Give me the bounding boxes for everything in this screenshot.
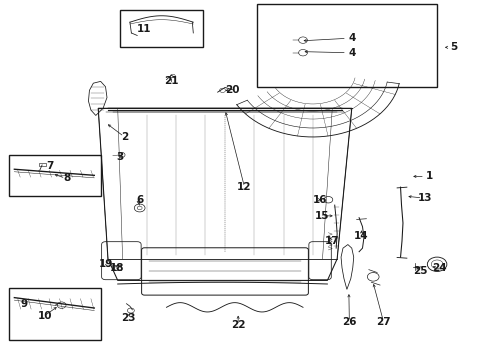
- Text: 5: 5: [449, 42, 457, 52]
- Text: 20: 20: [224, 85, 239, 95]
- Text: 21: 21: [164, 76, 178, 86]
- Text: 16: 16: [312, 195, 326, 205]
- Bar: [39, 163, 45, 166]
- Bar: [120, 10, 203, 47]
- Text: 25: 25: [412, 266, 427, 276]
- Text: 4: 4: [347, 33, 355, 43]
- Text: 26: 26: [342, 317, 356, 327]
- Text: 8: 8: [63, 173, 70, 183]
- Text: 19: 19: [98, 259, 113, 269]
- Text: 10: 10: [37, 311, 52, 321]
- Text: 12: 12: [237, 182, 251, 192]
- Bar: [112, 265, 121, 270]
- Text: 15: 15: [315, 211, 329, 221]
- Bar: [256, 4, 436, 87]
- Text: 6: 6: [136, 195, 143, 205]
- Text: 2: 2: [121, 132, 128, 142]
- Text: 18: 18: [109, 263, 124, 273]
- Text: 9: 9: [20, 299, 28, 309]
- Text: 24: 24: [431, 263, 446, 273]
- Text: 11: 11: [137, 24, 151, 35]
- Text: 27: 27: [375, 317, 390, 327]
- Text: 1: 1: [426, 171, 432, 181]
- Text: 17: 17: [325, 236, 339, 246]
- Text: 4: 4: [347, 48, 355, 58]
- Text: 7: 7: [46, 161, 53, 171]
- Text: 22: 22: [231, 320, 245, 330]
- Text: 13: 13: [417, 193, 431, 203]
- Text: 14: 14: [353, 231, 368, 240]
- Bar: [9, 288, 101, 339]
- Text: 3: 3: [116, 152, 123, 162]
- Text: 23: 23: [121, 313, 136, 323]
- Bar: [9, 155, 101, 196]
